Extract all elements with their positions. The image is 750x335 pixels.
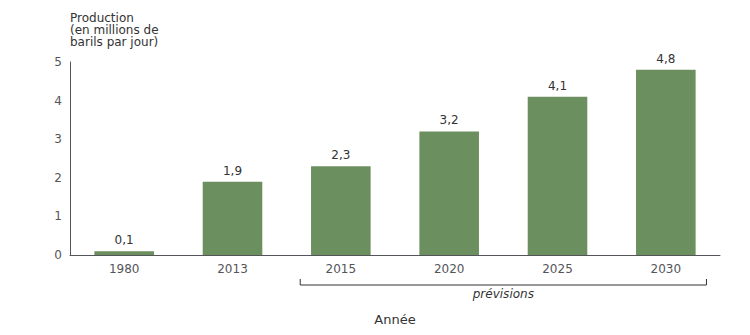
- svg-text:0: 0: [54, 248, 62, 262]
- svg-text:3: 3: [54, 132, 62, 146]
- svg-text:3,2: 3,2: [440, 113, 459, 127]
- svg-text:2,3: 2,3: [331, 148, 350, 162]
- svg-text:5: 5: [54, 55, 62, 69]
- svg-text:4: 4: [54, 94, 62, 108]
- svg-text:2015: 2015: [326, 262, 357, 276]
- svg-text:2030: 2030: [651, 262, 682, 276]
- svg-text:1: 1: [54, 209, 62, 223]
- svg-text:1,9: 1,9: [223, 164, 242, 178]
- svg-text:4,8: 4,8: [656, 52, 675, 66]
- svg-text:1980: 1980: [109, 262, 140, 276]
- svg-text:2025: 2025: [542, 262, 573, 276]
- svg-text:prévisions: prévisions: [472, 287, 534, 301]
- svg-text:Année: Année: [374, 312, 415, 327]
- svg-text:barils par jour): barils par jour): [70, 35, 158, 49]
- svg-text:2: 2: [54, 171, 62, 185]
- svg-text:Production: Production: [70, 11, 134, 25]
- svg-text:2013: 2013: [217, 262, 248, 276]
- svg-text:0,1: 0,1: [115, 233, 134, 247]
- svg-text:2020: 2020: [434, 262, 465, 276]
- svg-text:4,1: 4,1: [548, 79, 567, 93]
- svg-text:(en millions de: (en millions de: [70, 23, 159, 37]
